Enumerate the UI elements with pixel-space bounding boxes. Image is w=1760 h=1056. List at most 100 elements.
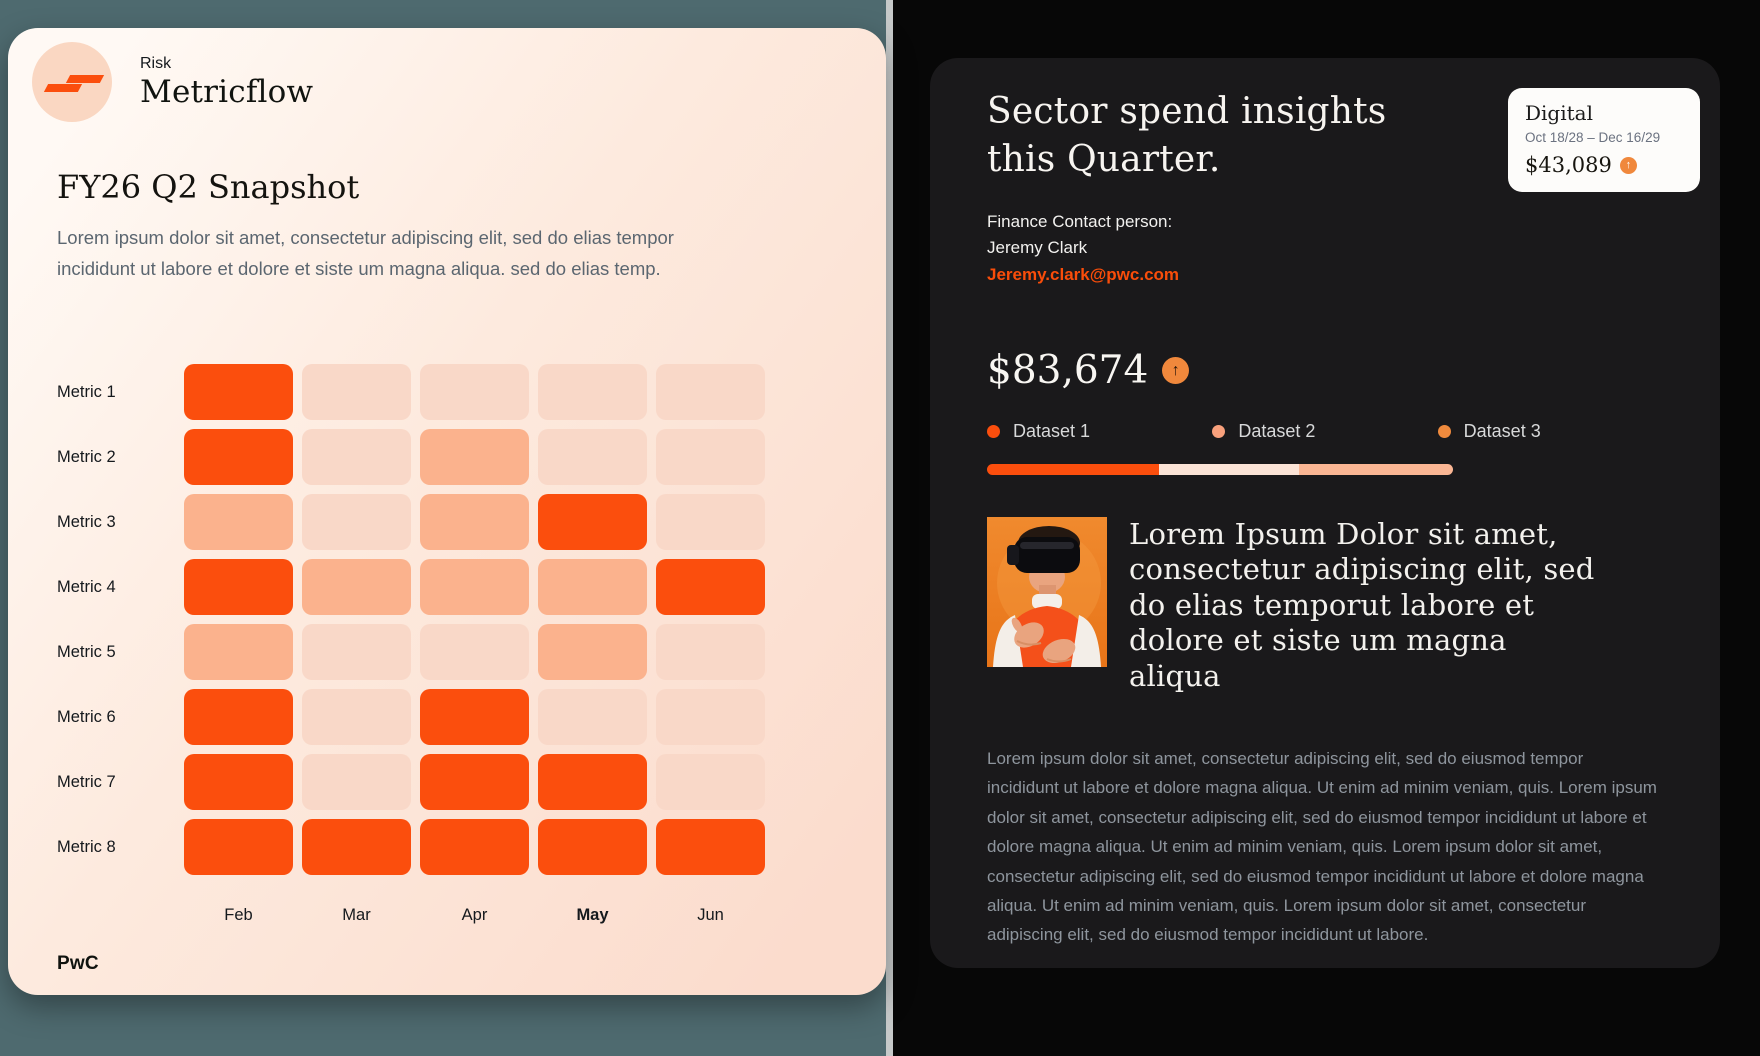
heatmap-cell-metric4-may <box>538 559 647 615</box>
legend-item-dataset-3: Dataset 3 <box>1437 421 1663 442</box>
arrow-up-icon: ↑ <box>1162 357 1190 385</box>
legend-label: Dataset 3 <box>1463 421 1541 442</box>
brand-logo-icon <box>32 42 112 122</box>
feature-text: Lorem Ipsum Dolor sit amet, consectetur … <box>1129 517 1595 693</box>
metric-label: Metric 5 <box>57 642 116 661</box>
heatmap-cell-metric5-mar <box>302 624 411 680</box>
brand-header: Risk Metricflow <box>32 42 313 122</box>
heatmap-month-axis: Feb Mar Apr May Jun <box>57 892 765 925</box>
section-heading: Sector spend insights this Quarter. <box>987 88 1663 183</box>
heatmap-cell-metric2-mar <box>302 429 411 485</box>
heatmap-cell-metric3-apr <box>420 494 529 550</box>
arrow-up-icon: ↑ <box>1619 156 1637 174</box>
heatmap-cell-metric6-may <box>538 689 647 745</box>
feature-block: Lorem Ipsum Dolor sit amet, consectetur … <box>987 517 1663 694</box>
heatmap-cell-metric4-apr <box>420 559 529 615</box>
pwc-logo: PwC <box>57 953 99 974</box>
heatmap-cell-metric6-jun <box>656 689 765 745</box>
month-label-may: May <box>576 906 609 924</box>
metric-label: Metric 2 <box>57 447 116 466</box>
heatmap-cell-metric4-feb <box>184 559 293 615</box>
metric-label: Metric 3 <box>57 512 116 531</box>
body-paragraph: Lorem ipsum dolor sit amet, consectetur … <box>987 748 1657 945</box>
heatmap-cell-metric2-feb <box>184 429 293 485</box>
heatmap-cell-metric8-mar <box>302 819 411 875</box>
digital-amount-value: $43,089 <box>1525 153 1612 177</box>
heatmap-cell-metric2-jun <box>656 429 765 485</box>
left-report-card: Risk Metricflow FY26 Q2 Snapshot Lorem i… <box>8 28 886 995</box>
legend-dot-icon <box>1212 425 1226 439</box>
kpi-row: $83,674 ↑ <box>987 348 1663 393</box>
heading-line-1: Sector spend insights <box>987 91 1387 132</box>
brand-name: Metricflow <box>140 73 314 110</box>
heatmap-cell-metric3-mar <box>302 494 411 550</box>
heatmap-cell-metric7-feb <box>184 754 293 810</box>
heatmap-cell-metric8-may <box>538 819 647 875</box>
heatmap-cell-metric8-apr <box>420 819 529 875</box>
month-label-mar: Mar <box>342 906 371 924</box>
heatmap-cell-metric6-feb <box>184 689 293 745</box>
legend-item-dataset-2: Dataset 2 <box>1212 421 1437 442</box>
heatmap-cell-metric7-jun <box>656 754 765 810</box>
digital-summary-card[interactable]: Digital Oct 18/28 – Dec 16/29 $43,089 ↑ <box>1508 88 1700 192</box>
heatmap-cell-metric6-mar <box>302 689 411 745</box>
digital-card-date-range: Oct 18/28 – Dec 16/29 <box>1525 130 1661 145</box>
digital-card-amount: $43,089 ↑ <box>1525 153 1683 177</box>
dataset-legend: Dataset 1 Dataset 2 Dataset 3 <box>987 421 1663 442</box>
heatmap-cell-metric4-mar <box>302 559 411 615</box>
progress-segment-dataset-2 <box>1159 464 1300 476</box>
spend-progress-bar <box>987 464 1453 476</box>
brand-eyebrow: Risk <box>140 54 172 72</box>
legend-label: Dataset 1 <box>1013 421 1091 442</box>
heatmap-grid: Metric 1 Metric 2 Metric 3 Metric 4 Metric 5… <box>57 364 765 875</box>
heatmap-cell-metric2-may <box>538 429 647 485</box>
metric-label: Metric 7 <box>57 772 116 791</box>
legend-dot-icon <box>1437 425 1451 439</box>
metric-label: Metric 6 <box>57 707 116 726</box>
contact-label: Finance Contact person: <box>987 212 1173 232</box>
heatmap-cell-metric1-may <box>538 364 647 420</box>
month-label-apr: Apr <box>461 906 488 924</box>
panel-divider <box>886 0 893 1056</box>
metric-label: Metric 8 <box>57 837 116 856</box>
heatmap-cell-metric8-jun <box>656 819 765 875</box>
contact-email-link[interactable]: Jeremy.clark@pwc.com <box>987 264 1180 284</box>
metric-label: Metric 1 <box>57 382 116 401</box>
kpi-amount: $83,674 <box>987 348 1149 394</box>
heatmap-cell-metric1-mar <box>302 364 411 420</box>
contact-name: Jeremy Clark <box>987 238 1088 258</box>
heatmap-cell-metric1-apr <box>420 364 529 420</box>
finance-contact-block: Finance Contact person: Jeremy Clark Jer… <box>987 209 1663 288</box>
brand-text: Risk Metricflow <box>140 55 313 110</box>
heatmap-cell-metric3-feb <box>184 494 293 550</box>
vr-headset-photo <box>987 517 1107 668</box>
month-label-feb: Feb <box>224 906 253 924</box>
month-label-jun: Jun <box>697 906 724 924</box>
heatmap-cell-metric7-may <box>538 754 647 810</box>
heatmap-cell-metric5-apr <box>420 624 529 680</box>
heatmap-cell-metric1-jun <box>656 364 765 420</box>
heatmap-cell-metric5-may <box>538 624 647 680</box>
heatmap-cell-metric6-apr <box>420 689 529 745</box>
axis-spacer <box>57 892 175 925</box>
heading-line-2: this Quarter. <box>987 138 1221 180</box>
heatmap-cell-metric3-jun <box>656 494 765 550</box>
heatmap-cell-metric5-feb <box>184 624 293 680</box>
heatmap-cell-metric7-apr <box>420 754 529 810</box>
heatmap-cell-metric8-feb <box>184 819 293 875</box>
sector-insights-card: Digital Oct 18/28 – Dec 16/29 $43,089 ↑ … <box>930 58 1720 968</box>
progress-segment-dataset-1 <box>987 464 1160 476</box>
logo-dash-icon <box>43 84 83 92</box>
logo-dash-icon <box>65 75 105 83</box>
heatmap-cell-metric2-apr <box>420 429 529 485</box>
legend-item-dataset-1: Dataset 1 <box>987 421 1212 442</box>
heatmap-cell-metric7-mar <box>302 754 411 810</box>
digital-card-title: Digital <box>1525 101 1593 125</box>
heatmap-cell-metric3-may <box>538 494 647 550</box>
legend-label: Dataset 2 <box>1238 421 1316 442</box>
heatmap-cell-metric5-jun <box>656 624 765 680</box>
page-description: Lorem ipsum dolor sit amet, consectetur … <box>57 227 674 280</box>
heatmap-cell-metric4-jun <box>656 559 765 615</box>
metric-label: Metric 4 <box>57 577 116 596</box>
legend-dot-icon <box>987 425 1000 439</box>
